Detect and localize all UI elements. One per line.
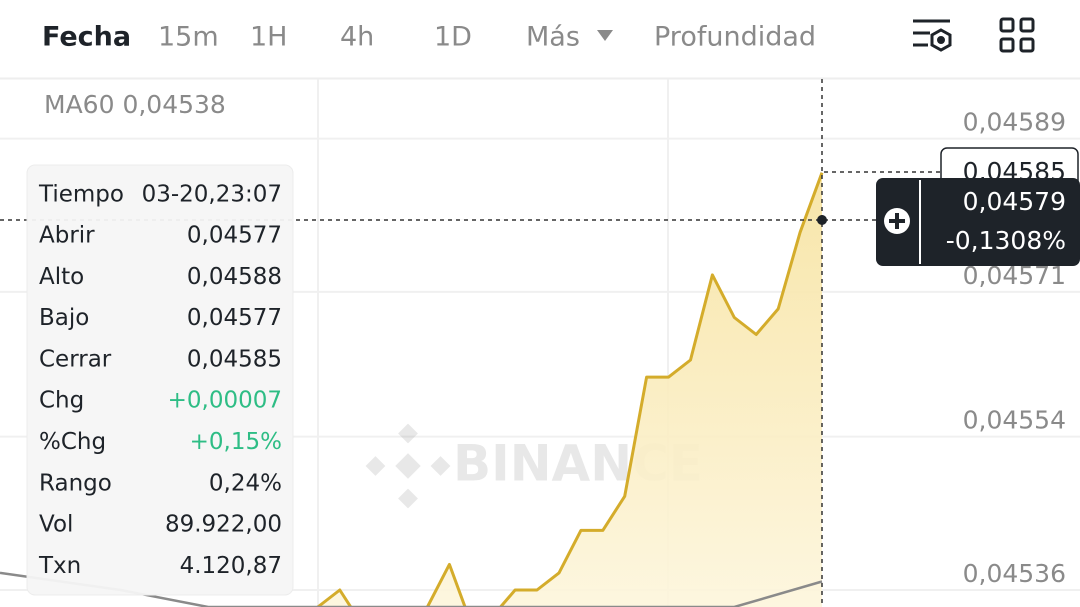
tooltip-label: Cerrar bbox=[39, 346, 112, 372]
tooltip-value: +0,00007 bbox=[168, 388, 282, 414]
tooltip-value: 0,24% bbox=[209, 470, 282, 496]
tooltip-value: 89.922,00 bbox=[165, 512, 282, 538]
tab[interactable]: Más bbox=[526, 22, 580, 53]
ma-label: MA60 0,04538 bbox=[44, 90, 226, 119]
tooltip-value: 0,04585 bbox=[187, 346, 282, 372]
ma-name: MA60 bbox=[44, 90, 114, 119]
tooltip-time-label: Tiempo bbox=[38, 182, 124, 208]
tooltip-label: Alto bbox=[39, 264, 84, 290]
price-line bbox=[316, 172, 824, 607]
tooltip-label: Abrir bbox=[39, 223, 95, 249]
y-tick-label: 0,04536 bbox=[963, 559, 1066, 588]
tooltip-label: %Chg bbox=[39, 429, 106, 455]
crosshair-point bbox=[817, 215, 827, 225]
tooltip-time: 03-20,23:07 bbox=[142, 182, 282, 208]
crosshair-change: -0,1308% bbox=[946, 226, 1066, 255]
tabs: Fecha 15m 1H 4h 1D Más Profundidad bbox=[42, 22, 816, 53]
y-tick-label: 0,04589 bbox=[963, 108, 1066, 137]
tooltip-label: Vol bbox=[39, 512, 73, 538]
crosshair-badge[interactable] bbox=[876, 178, 1080, 266]
add-order-plus bbox=[889, 213, 905, 229]
tooltip: Tiempo 03-20,23:07 Abrir 0,04577 Alto 0,045… bbox=[26, 164, 294, 596]
tooltip-value: 4.120,87 bbox=[180, 553, 282, 579]
tab[interactable]: 1D bbox=[434, 22, 472, 53]
price-area bbox=[317, 172, 822, 607]
tooltip-value: 0,04577 bbox=[187, 305, 282, 331]
tooltip-label: Bajo bbox=[39, 305, 89, 331]
dropdown-arrow bbox=[597, 30, 613, 41]
tab[interactable]: 1H bbox=[250, 22, 287, 53]
tab[interactable]: 15m bbox=[158, 22, 219, 53]
tooltip-label: Txn bbox=[38, 553, 81, 579]
tooltip-rows: Abrir 0,04577 Alto 0,04588 Bajo 0,04577 Cerrar… bbox=[38, 223, 282, 579]
y-tick-label: 0,04554 bbox=[963, 406, 1066, 435]
tooltip-label: Rango bbox=[39, 470, 112, 496]
tooltip-value: 0,04588 bbox=[187, 264, 282, 290]
layout-icon[interactable] bbox=[999, 17, 1035, 53]
tab[interactable]: 4h bbox=[340, 22, 374, 53]
tab[interactable]: Profundidad bbox=[654, 22, 816, 53]
tab[interactable]: Fecha bbox=[42, 22, 131, 53]
header bbox=[0, 0, 1080, 78]
tooltip-label: Chg bbox=[39, 388, 84, 414]
crosshair-price: 0,04579 bbox=[963, 187, 1066, 216]
ma-value: 0,04538 bbox=[122, 90, 225, 119]
tooltip-value: +0,15% bbox=[190, 429, 282, 455]
tooltip-box bbox=[26, 164, 294, 596]
tooltip-value: 0,04577 bbox=[187, 223, 282, 249]
indicator-icon[interactable] bbox=[913, 19, 952, 52]
